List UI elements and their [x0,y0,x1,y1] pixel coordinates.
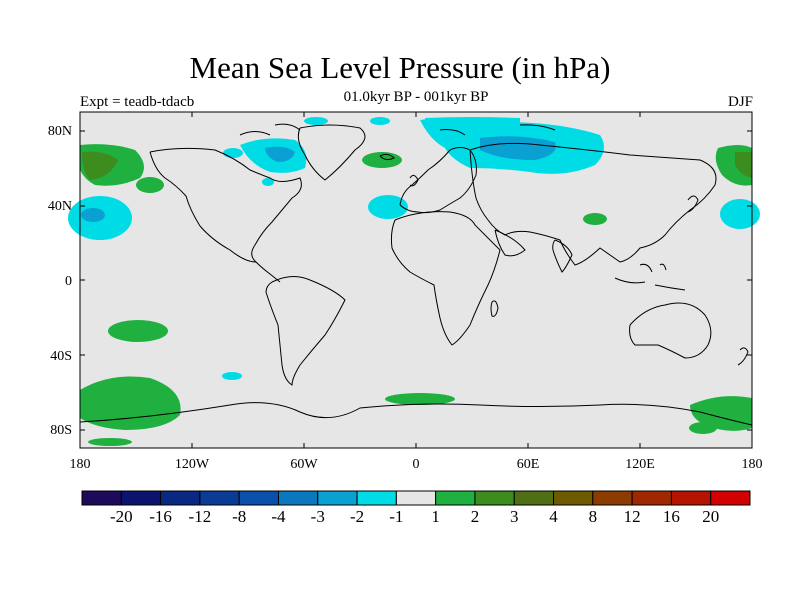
coastline-north-america [149,147,302,263]
coastline-british-isles [409,174,419,187]
anomaly-antarctic-positive [88,438,132,446]
colorbar-swatch-12 [553,490,594,506]
lat-label-80n: 80N [47,124,72,139]
colorbar-label-5: -3 [310,507,325,526]
lat-label-40n: 40N [47,199,72,214]
colorbar-label-12: 8 [588,507,598,526]
anomaly-south-tasman-small [689,422,717,434]
colorbar-swatch-13 [592,490,633,506]
anomaly-small-arctic-2 [370,117,390,125]
colorbar-label-2: -12 [188,507,212,526]
colorbar-swatch-8 [395,490,437,506]
colorbar-swatch-7 [356,490,397,506]
coastline-japan [687,195,699,213]
lon-label-180w: 180 [69,457,91,472]
lon-label-180e: 180 [741,457,763,472]
axis-ticks [79,112,753,448]
colorbar-label-15: 20 [702,507,720,526]
colorbar-label-0: -20 [109,507,133,526]
colorbar-label-6: -2 [349,507,365,526]
anomaly-labrador [223,148,243,158]
coastline-australia [629,302,712,359]
colorbar-swatch-10 [474,490,515,506]
lon-label-60e: 60E [516,457,540,472]
anomaly-south-pacific-small [222,372,242,380]
colorbar-label-3: -8 [232,507,247,526]
anomaly-alaska-core [82,151,118,180]
anomaly-siberia-core [480,136,556,160]
anomaly-west-pacific-negative [720,199,760,229]
anomaly-east-siberia-core [735,152,752,178]
colorbar-label-1: -16 [149,507,172,526]
chart-subtitle: 01.0kyr BP - 001kyr BP [343,89,489,105]
coastline-madagascar [490,300,499,317]
colorbar-swatch-11 [513,490,555,506]
colorbar-label-4: -4 [271,507,286,526]
chart-title: Mean Sea Level Pressure (in hPa) [189,50,611,85]
colorbar-label-14: 16 [662,507,680,526]
coastlines [79,123,753,426]
colorbar-swatch-15 [670,490,712,506]
colorbar-label-8: 1 [431,507,440,526]
anomaly-north-atlantic-negative [368,195,408,219]
anomaly-bering-positive [136,177,164,193]
coastline-se-asia-islands [614,263,686,291]
lat-label-0: 0 [65,274,72,289]
colorbar-swatch-3 [199,490,240,506]
lat-label-40s: 40S [50,349,72,364]
colorbar-label-11: 4 [549,507,558,526]
colorbar [81,490,751,506]
anomaly-small-canada [262,178,274,186]
colorbar-label-13: 12 [623,507,641,526]
colorbar-swatch-2 [160,490,201,506]
anomaly-southern-indian-positive [385,393,455,405]
coastline-south-america [265,276,346,386]
colorbar-swatch-16 [710,490,751,506]
anomaly-hudson-core [265,146,295,162]
coastline-arabia [494,229,526,257]
colorbar-swatch-5 [277,490,319,506]
map-background [80,112,752,448]
coastline-antarctica [79,402,753,426]
anomaly-greenland-positive [362,152,402,168]
coastline-iceland [379,153,395,161]
season-label: DJF [727,94,753,110]
coastline-africa [390,211,501,346]
coastline-new-zealand [737,347,749,366]
anomaly-south-pacific-positive [108,320,168,342]
colorbar-label-10: 3 [509,507,519,526]
lon-label-0: 0 [412,457,420,472]
lon-label-120w: 120W [174,457,210,472]
coastline-greenland [297,124,366,181]
colorbar-swatch-6 [317,490,358,506]
lon-label-60w: 60W [290,457,318,472]
colorbar-label-9: 2 [470,507,480,526]
lat-label-80s: 80S [50,423,72,438]
coastline-india [552,239,573,273]
colorbar-swatch-4 [238,490,279,506]
coastline-arctic-islands [239,123,556,136]
experiment-label: Expt = teadb-tdacb [80,94,195,110]
colorbar-swatch-14 [631,490,672,506]
anomaly-arctic-cap-negative [425,117,520,127]
colorbar-swatch-1 [120,490,162,506]
anomaly-small-arctic-1 [304,117,328,125]
anomaly-southern-ocean-positive [80,376,181,430]
colorbar-label-7: -1 [389,507,404,526]
anomaly-middle-east-positive [583,213,607,225]
colorbar-swatch-0 [81,490,122,506]
anomaly-north-pacific-core [81,208,105,222]
colorbar-swatch-9 [435,490,476,506]
pressure-anomaly-fields [68,117,760,446]
lon-label-120e: 120E [625,457,655,472]
